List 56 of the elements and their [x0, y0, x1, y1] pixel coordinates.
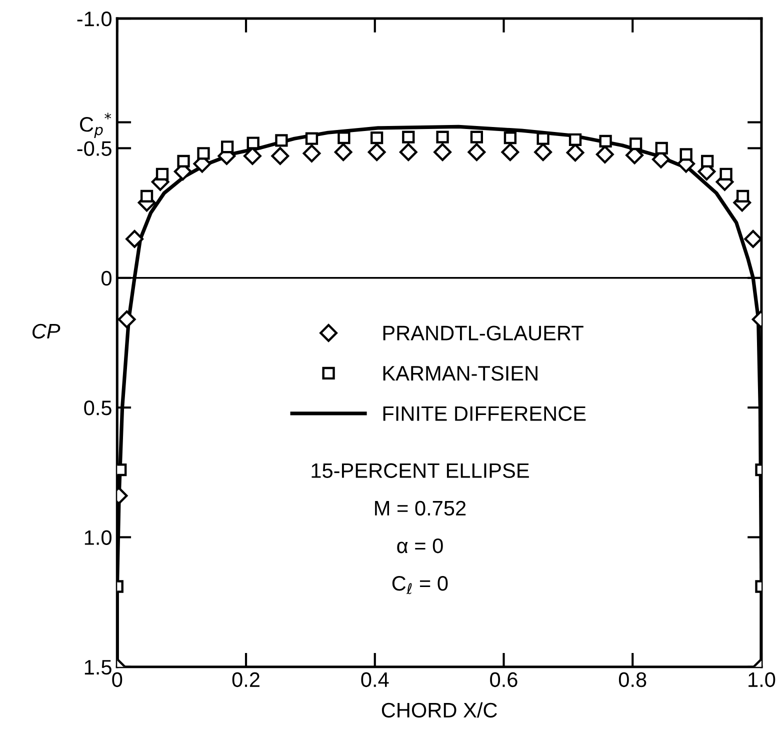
y-tick-label: 0.5	[84, 400, 112, 416]
point	[177, 154, 190, 168]
y-tick-label: C$_{p}$$^{*}$	[80, 112, 112, 138]
point	[370, 132, 384, 144]
x-tick-label: 0.4	[361, 672, 389, 688]
y-tick-label: 1.0	[84, 530, 112, 545]
point	[221, 140, 234, 154]
point	[126, 230, 144, 248]
point	[399, 143, 418, 162]
point	[275, 134, 288, 147]
point	[302, 144, 321, 162]
point	[434, 143, 452, 162]
point	[246, 136, 260, 150]
point	[368, 143, 386, 162]
point	[271, 147, 290, 165]
point	[504, 132, 517, 144]
y-tick-label: 1.5	[84, 660, 112, 675]
y-tick-label: 0	[102, 270, 112, 286]
point	[568, 133, 582, 146]
y-axis-title: CP	[32, 324, 60, 339]
x-tick-label: 0.6	[490, 672, 518, 688]
y-tick-label: -1.0	[77, 12, 112, 26]
point	[534, 143, 552, 162]
point	[680, 148, 692, 161]
point	[468, 143, 486, 162]
x-axis-title: CHORD X/C	[382, 702, 497, 718]
point	[197, 147, 210, 160]
point	[720, 168, 732, 180]
point	[701, 154, 714, 168]
point	[470, 130, 483, 144]
point	[736, 190, 750, 202]
point	[118, 310, 136, 328]
point	[599, 134, 612, 148]
point	[744, 230, 762, 248]
legend-label: KARMAN-TSIEN	[383, 366, 538, 381]
point	[436, 130, 449, 144]
point	[338, 132, 350, 144]
point	[140, 190, 154, 202]
x-tick-label: 1.0	[748, 672, 776, 688]
y-tick-label: -0.5	[77, 141, 112, 156]
annotation: α = 0	[397, 538, 443, 554]
point	[655, 142, 668, 155]
annotation: M = 0.752	[375, 500, 466, 516]
point	[156, 168, 169, 180]
point	[402, 130, 415, 144]
legend-label: PRANDTL-GLAUERT	[383, 326, 584, 340]
point	[630, 137, 642, 150]
point	[305, 132, 318, 145]
legend-label: FINITE DIFFERENCE	[383, 406, 586, 421]
x-tick-label: 0.8	[618, 672, 646, 688]
x-tick-label: 0	[112, 672, 122, 688]
x-tick-label: 0.2	[232, 672, 260, 688]
point	[501, 143, 520, 162]
point	[334, 143, 352, 162]
annotation: C$_{ℓ}$ = 0	[392, 576, 448, 594]
annotation: 15-PERCENT ELLIPSE	[312, 463, 529, 478]
